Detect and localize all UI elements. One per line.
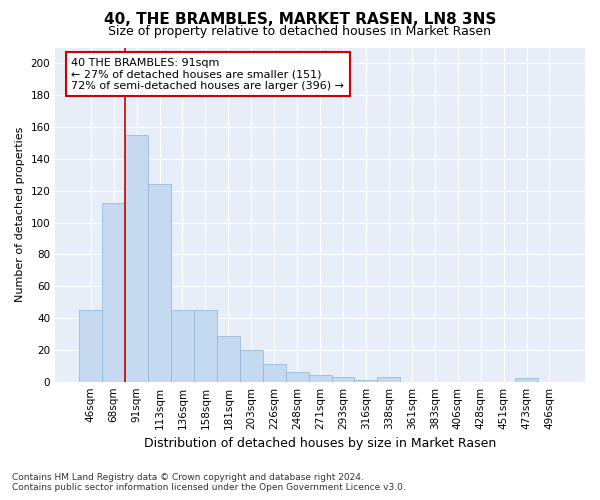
Y-axis label: Number of detached properties: Number of detached properties xyxy=(15,127,25,302)
Text: Contains HM Land Registry data © Crown copyright and database right 2024.
Contai: Contains HM Land Registry data © Crown c… xyxy=(12,473,406,492)
Bar xyxy=(79,310,102,382)
Bar xyxy=(240,350,263,382)
Text: 40 THE BRAMBLES: 91sqm
← 27% of detached houses are smaller (151)
72% of semi-de: 40 THE BRAMBLES: 91sqm ← 27% of detached… xyxy=(71,58,344,90)
X-axis label: Distribution of detached houses by size in Market Rasen: Distribution of detached houses by size … xyxy=(144,437,496,450)
Bar xyxy=(332,377,355,382)
Bar xyxy=(194,310,217,382)
Bar xyxy=(125,135,148,382)
Bar xyxy=(148,184,171,382)
Bar xyxy=(102,204,125,382)
Bar xyxy=(377,377,400,382)
Bar xyxy=(355,380,377,382)
Text: Size of property relative to detached houses in Market Rasen: Size of property relative to detached ho… xyxy=(109,25,491,38)
Bar xyxy=(217,336,240,382)
Bar xyxy=(308,376,332,382)
Bar xyxy=(171,310,194,382)
Bar xyxy=(286,372,308,382)
Text: 40, THE BRAMBLES, MARKET RASEN, LN8 3NS: 40, THE BRAMBLES, MARKET RASEN, LN8 3NS xyxy=(104,12,496,28)
Bar xyxy=(515,378,538,382)
Bar xyxy=(263,364,286,382)
